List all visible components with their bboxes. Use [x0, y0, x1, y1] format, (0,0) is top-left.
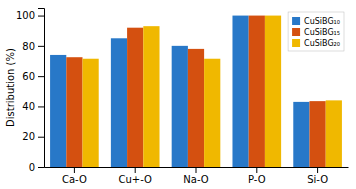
y-tick-mark: [38, 106, 44, 107]
y-tick-label: 20: [22, 131, 35, 142]
y-tick-label: 60: [22, 71, 35, 82]
y-tick-label: 0: [29, 162, 35, 173]
y-tick: 60: [22, 71, 44, 82]
y-tick: 0: [29, 162, 44, 173]
bar: [127, 28, 143, 167]
chart-svg: Ca-O Cu+-O Na-O P-O Si-O 0 20 40 60 80 100 CuSiBG₁₀…: [0, 0, 356, 189]
y-axis-line: [38, 9, 45, 168]
y-tick: 40: [22, 101, 44, 112]
bar: [172, 46, 188, 167]
legend-item: CuSiBG₁₅: [292, 28, 340, 37]
y-tick-label: 80: [22, 41, 35, 52]
bar: [326, 100, 342, 167]
x-tick: Si-O: [307, 167, 328, 185]
legend-item: CuSiBG₂₀: [292, 39, 340, 48]
x-tick-mark: [196, 167, 197, 173]
bar: [111, 38, 127, 167]
y-axis: 0 20 40 60 80 100: [16, 9, 45, 173]
bar-series: [66, 16, 325, 167]
x-tick: Na-O: [183, 167, 208, 185]
y-tick-mark: [38, 16, 44, 17]
x-tick: P-O: [248, 167, 266, 185]
bar: [143, 26, 159, 167]
y-tick-label: 100: [16, 10, 35, 21]
x-tick-label: P-O: [248, 174, 266, 185]
bar: [83, 59, 99, 167]
x-tick-label: Ca-O: [62, 174, 87, 185]
y-tick-mark: [38, 137, 44, 138]
y-tick-mark: [38, 76, 44, 77]
bar: [50, 55, 66, 167]
y-tick-label: 40: [22, 101, 35, 112]
legend-item: CuSiBG₁₀: [292, 17, 340, 26]
x-axis: Ca-O Cu+-O Na-O P-O Si-O: [45, 167, 349, 185]
plot-area: Ca-O Cu+-O Na-O P-O Si-O 0 20 40 60 80 100 CuSiBG₁₀…: [16, 9, 349, 186]
legend-frame: [288, 12, 344, 51]
bar: [232, 16, 248, 167]
x-tick-label: Cu+-O: [118, 174, 152, 185]
legend-swatch: [292, 28, 300, 36]
x-tick-label: Na-O: [183, 174, 208, 185]
x-tick-mark: [135, 167, 136, 173]
y-tick: 20: [22, 131, 44, 142]
legend: CuSiBG₁₀ CuSiBG₁₅ CuSiBG₂₀: [288, 12, 344, 51]
x-tick-label: Si-O: [307, 174, 328, 185]
legend-label: CuSiBG₁₅: [304, 28, 340, 37]
legend-label: CuSiBG₂₀: [304, 39, 340, 48]
y-tick-mark: [38, 46, 44, 47]
legend-swatch: [292, 39, 300, 47]
chart-container: Ca-O Cu+-O Na-O P-O Si-O 0 20 40 60 80 100 CuSiBG₁₀…: [0, 0, 356, 189]
x-tick: Ca-O: [62, 167, 87, 185]
y-tick: 80: [22, 41, 44, 52]
bar: [249, 16, 265, 167]
bar-series: [50, 16, 309, 167]
bar: [66, 57, 82, 167]
x-tick-mark: [256, 167, 257, 173]
bar: [188, 49, 204, 167]
x-tick-mark: [317, 167, 318, 173]
bar: [265, 16, 281, 167]
x-tick-mark: [74, 167, 75, 173]
y-axis-title: Distribution (%): [5, 48, 16, 127]
legend-label: CuSiBG₁₀: [304, 17, 340, 26]
y-tick-mark: [38, 167, 44, 168]
y-tick: 100: [16, 10, 44, 21]
bar: [309, 101, 325, 167]
bar: [293, 102, 309, 167]
bar: [204, 59, 220, 167]
legend-swatch: [292, 17, 300, 25]
x-tick: Cu+-O: [118, 167, 152, 185]
